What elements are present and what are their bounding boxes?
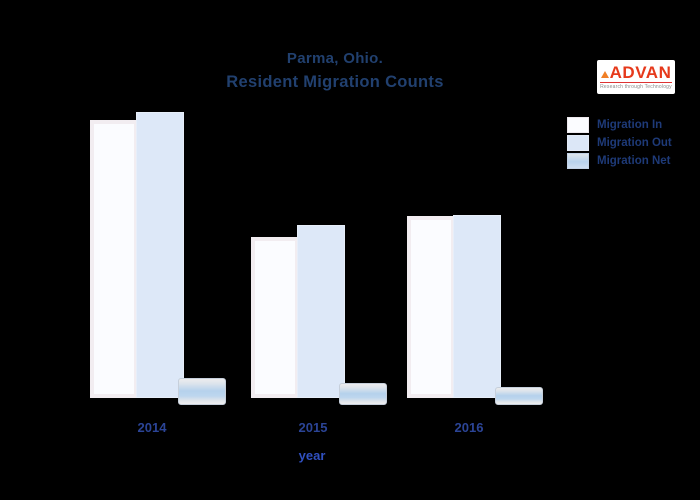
legend-swatch-migration-net <box>567 153 589 169</box>
bar-migration-net-2016 <box>495 387 543 405</box>
chart-title-line2: Resident Migration Counts <box>226 73 444 91</box>
x-axis-title: year <box>298 448 326 463</box>
legend-swatch-migration-out <box>567 135 589 151</box>
bar-migration-out-2015 <box>297 225 345 398</box>
legend-item-migration-in: Migration In <box>567 117 672 133</box>
legend-item-migration-out: Migration Out <box>567 135 672 151</box>
x-tick-2015: 2015 <box>298 420 328 435</box>
bar-migration-in-2014 <box>90 120 138 398</box>
advan-logo: ADVAN Research through Technology <box>597 60 675 94</box>
bar-migration-out-2014 <box>136 112 184 398</box>
legend-label-migration-out: Migration Out <box>597 137 672 149</box>
bar-migration-out-2016 <box>453 215 501 398</box>
legend-label-migration-in: Migration In <box>597 119 663 131</box>
advan-logo-tagline: Research through Technology <box>600 82 672 90</box>
chart-legend: Migration In Migration Out Migration Net <box>567 117 672 171</box>
bar-migration-net-2014 <box>178 378 226 405</box>
bar-migration-in-2016 <box>407 216 455 398</box>
legend-swatch-migration-in <box>567 117 589 133</box>
legend-item-migration-net: Migration Net <box>567 153 672 169</box>
x-tick-2014: 2014 <box>137 420 167 435</box>
chart-title-line1: Parma, Ohio. <box>286 50 384 67</box>
logo-triangle-icon <box>600 71 609 78</box>
bar-migration-in-2015 <box>251 237 299 398</box>
x-tick-2016: 2016 <box>454 420 484 435</box>
legend-label-migration-net: Migration Net <box>597 155 671 167</box>
bar-migration-net-2015 <box>339 383 387 405</box>
advan-logo-text: ADVAN <box>600 64 672 81</box>
chart-title: Parma, Ohio. Resident Migration Counts <box>0 50 670 92</box>
